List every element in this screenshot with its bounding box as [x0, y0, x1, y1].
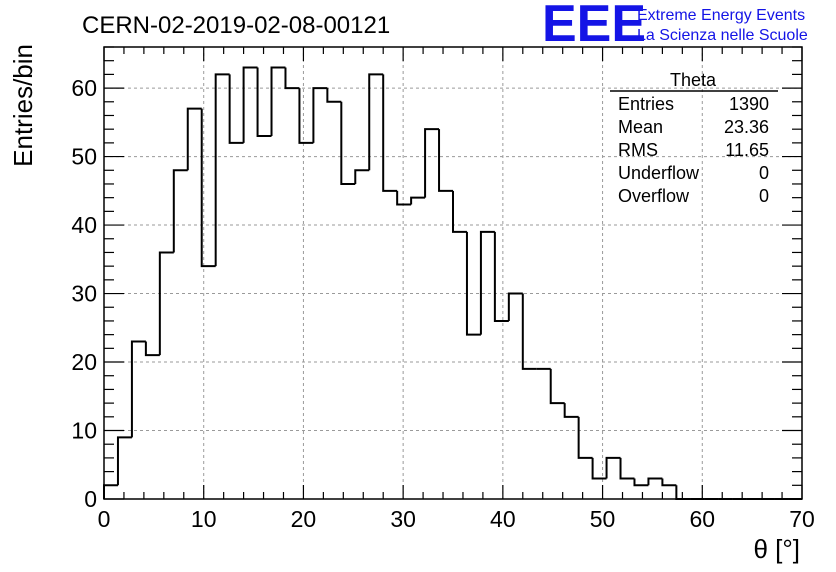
x-tick-label: 0 — [98, 506, 111, 532]
histogram-bin — [438, 129, 453, 192]
histogram-bin — [326, 88, 342, 103]
histogram-bin — [270, 66, 286, 137]
x-tick-label: 50 — [590, 506, 616, 532]
stats-name: Theta — [670, 70, 717, 90]
x-tick-label: 40 — [490, 506, 516, 532]
logo-line-1: Extreme Energy Events — [637, 7, 805, 24]
stats-label: RMS — [618, 140, 658, 160]
plot-frame — [103, 46, 803, 500]
histogram-bin — [591, 457, 607, 480]
y-tick-label: 30 — [71, 281, 97, 307]
histogram-bin — [619, 457, 635, 480]
y-tick-label: 50 — [71, 144, 97, 170]
histogram-bin — [228, 74, 244, 144]
histogram-bin — [256, 67, 272, 138]
histogram-bin — [563, 403, 579, 418]
y-tick-label: 60 — [71, 75, 97, 101]
histogram-bin — [298, 88, 314, 144]
grid — [104, 47, 802, 499]
histogram-bin — [605, 456, 621, 479]
stats-value: 23.36 — [724, 117, 769, 137]
stats-box: Theta Entries 1390 Mean 23.36 RMS 11.65 Underf… — [610, 70, 778, 206]
histogram-bin — [577, 416, 593, 459]
y-tick-label: 20 — [71, 349, 97, 375]
stats-value: 11.65 — [725, 140, 769, 160]
histogram-bin — [424, 128, 440, 198]
histogram-bin — [172, 169, 188, 253]
histogram-bin — [479, 230, 495, 335]
histogram-bin — [354, 169, 370, 184]
x-tick-label: 30 — [390, 506, 416, 532]
histogram-bin — [130, 340, 146, 438]
stats-value: 1390 — [729, 94, 769, 114]
logo-mark: EEE — [542, 0, 646, 53]
axes: 0 10 20 30 40 50 60 70 0 10 20 30 40 50 60 — [71, 46, 815, 532]
histogram-bin — [284, 67, 300, 90]
histogram-bin — [675, 485, 691, 500]
y-tick-label: 40 — [71, 212, 97, 238]
histogram-bin — [214, 73, 230, 267]
eee-logo: EEE Extreme Energy Events La Scienza nel… — [542, 0, 808, 53]
histogram-bin — [452, 190, 467, 233]
histogram-bin — [116, 436, 132, 486]
histogram-bin — [396, 190, 412, 206]
histogram-bin — [242, 66, 258, 143]
chart-title: CERN-02-2019-02-08-00121 — [82, 12, 390, 39]
histogram-bin — [549, 368, 565, 405]
histogram-bin — [521, 293, 537, 370]
histogram-bin — [465, 231, 481, 336]
histogram-bin — [103, 484, 118, 499]
histogram-bin — [186, 107, 202, 171]
histogram-bin — [661, 478, 677, 487]
histogram-bin — [368, 73, 384, 171]
histogram-bin — [312, 87, 328, 143]
stats-label: Entries — [618, 94, 674, 114]
x-tick-label: 10 — [191, 506, 217, 532]
y-tick-label: 10 — [71, 418, 97, 444]
histogram-bin — [200, 108, 216, 268]
histogram-bin — [340, 101, 356, 185]
x-axis-label: θ [°] — [753, 534, 800, 564]
stats-label: Underflow — [618, 163, 700, 183]
histogram-bin — [158, 251, 174, 356]
histogram — [103, 66, 802, 500]
stats-value: 0 — [759, 186, 769, 206]
y-tick-label: 0 — [84, 486, 97, 512]
stats-value: 0 — [759, 163, 769, 183]
stats-label: Mean — [618, 117, 663, 137]
histogram-bin — [382, 74, 398, 192]
histogram-bin — [507, 292, 523, 321]
histogram-bin — [647, 477, 663, 486]
x-tick-label: 20 — [291, 506, 317, 532]
logo-line-2: La Scienza nelle Scuole — [637, 27, 808, 44]
histogram-bin — [493, 231, 509, 322]
x-tick-label: 70 — [789, 506, 815, 532]
histogram-bin — [410, 196, 426, 205]
histogram-bin — [633, 478, 649, 487]
x-tick-label: 60 — [689, 506, 715, 532]
histogram-bin — [144, 341, 160, 357]
stats-label: Overflow — [618, 186, 690, 206]
y-axis-label: Entries/bin — [8, 44, 38, 167]
